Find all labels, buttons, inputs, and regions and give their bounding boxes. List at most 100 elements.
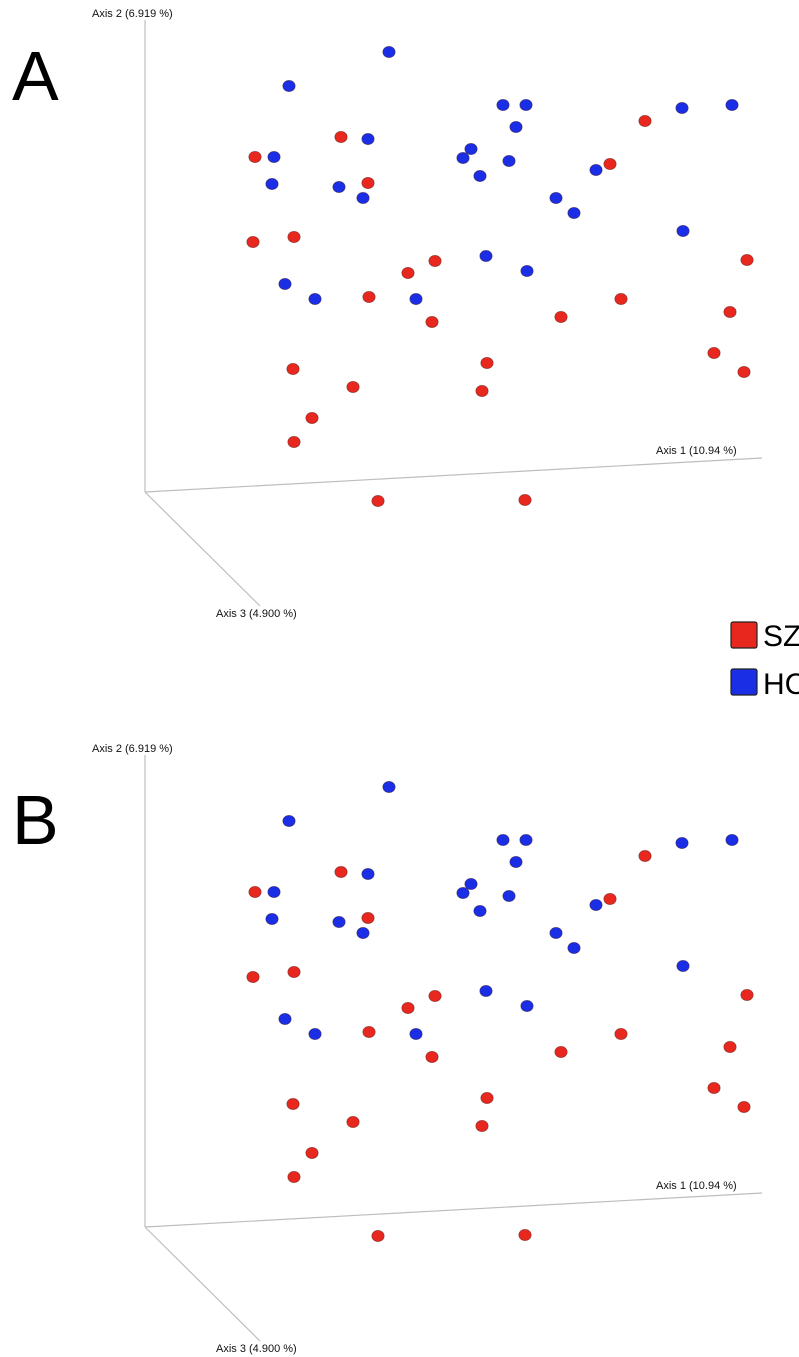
point-hc-18 bbox=[479, 249, 493, 262]
point-sz-23 bbox=[723, 1040, 737, 1053]
point-sz-6 bbox=[401, 266, 415, 279]
point-sz-6 bbox=[401, 1001, 415, 1014]
legend-label-hc: HC bbox=[763, 668, 799, 701]
axis-3-label: Axis 3 (4.900 %) bbox=[216, 608, 297, 620]
point-sz-9 bbox=[425, 315, 439, 328]
point-hc-16 bbox=[502, 154, 516, 167]
point-sz-17 bbox=[518, 1228, 532, 1241]
point-sz-3 bbox=[361, 176, 375, 189]
point-sz-16 bbox=[371, 1229, 385, 1242]
legend-label-sz: SZ bbox=[763, 620, 799, 653]
axis-2-label: Axis 2 (6.919 %) bbox=[92, 743, 173, 755]
point-sz-11 bbox=[346, 380, 360, 393]
point-hc-12 bbox=[464, 877, 478, 890]
point-hc-25 bbox=[676, 959, 690, 972]
point-sz-4 bbox=[246, 235, 260, 248]
point-hc-20 bbox=[549, 926, 563, 939]
axis-1-line bbox=[144, 457, 763, 493]
point-sz-19 bbox=[614, 1027, 628, 1040]
point-sz-10 bbox=[286, 362, 300, 375]
point-hc-3 bbox=[267, 150, 281, 163]
point-hc-17 bbox=[473, 904, 487, 917]
point-sz-20 bbox=[638, 115, 652, 128]
point-hc-18 bbox=[479, 984, 493, 997]
point-hc-21 bbox=[567, 941, 581, 954]
point-sz-9 bbox=[425, 1050, 439, 1063]
panel-b-letter: B bbox=[12, 781, 59, 859]
point-sz-25 bbox=[737, 365, 751, 378]
axis-3-line bbox=[144, 1226, 261, 1342]
point-sz-13 bbox=[287, 435, 301, 448]
point-hc-1 bbox=[382, 46, 396, 59]
point-sz-7 bbox=[428, 254, 442, 267]
legend-swatch-hc bbox=[730, 668, 758, 696]
axis-2-label: Axis 2 (6.919 %) bbox=[92, 8, 173, 20]
point-sz-14 bbox=[480, 356, 494, 369]
axis-3-line bbox=[144, 491, 261, 607]
point-hc-1 bbox=[382, 781, 396, 794]
panel-a-letter: A bbox=[12, 37, 59, 115]
point-hc-15 bbox=[509, 856, 523, 869]
point-hc-23 bbox=[675, 837, 689, 850]
point-hc-17 bbox=[473, 169, 487, 182]
point-sz-24 bbox=[707, 346, 721, 359]
point-sz-3 bbox=[361, 911, 375, 924]
point-sz-8 bbox=[362, 290, 376, 303]
point-sz-19 bbox=[614, 292, 628, 305]
point-sz-22 bbox=[740, 253, 754, 266]
point-sz-1 bbox=[248, 885, 262, 898]
point-sz-25 bbox=[737, 1100, 751, 1113]
point-sz-18 bbox=[554, 310, 568, 323]
point-sz-10 bbox=[286, 1097, 300, 1110]
point-sz-2 bbox=[334, 865, 348, 878]
point-hc-15 bbox=[509, 121, 523, 134]
point-hc-8 bbox=[278, 277, 292, 290]
point-sz-13 bbox=[287, 1170, 301, 1183]
point-sz-15 bbox=[475, 384, 489, 397]
point-hc-10 bbox=[409, 292, 423, 305]
panel-b: B Axis 2 (6.919 %) Axis 1 (10.94 %) Axis… bbox=[12, 743, 763, 1355]
point-hc-2 bbox=[282, 815, 296, 828]
axis-1-label: Axis 1 (10.94 %) bbox=[656, 445, 737, 457]
point-hc-5 bbox=[361, 867, 375, 880]
point-hc-24 bbox=[725, 834, 739, 847]
point-sz-23 bbox=[723, 305, 737, 318]
point-hc-9 bbox=[308, 1027, 322, 1040]
point-hc-19 bbox=[520, 999, 534, 1012]
point-hc-11 bbox=[456, 886, 470, 899]
point-sz-8 bbox=[362, 1025, 376, 1038]
point-hc-24 bbox=[725, 99, 739, 112]
axis-3-label: Axis 3 (4.900 %) bbox=[216, 1343, 297, 1355]
point-hc-12 bbox=[464, 142, 478, 155]
point-hc-2 bbox=[282, 80, 296, 93]
point-hc-7 bbox=[356, 926, 370, 939]
axis-1-line bbox=[144, 1192, 763, 1228]
point-hc-13 bbox=[496, 99, 510, 112]
point-hc-6 bbox=[332, 180, 346, 193]
point-sz-21 bbox=[603, 892, 617, 905]
point-hc-6 bbox=[332, 915, 346, 928]
point-sz-4 bbox=[246, 970, 260, 983]
point-sz-21 bbox=[603, 157, 617, 170]
point-hc-4 bbox=[265, 177, 279, 190]
point-sz-12 bbox=[305, 1146, 319, 1159]
point-hc-20 bbox=[549, 191, 563, 204]
point-hc-23 bbox=[675, 102, 689, 115]
legend: SZ HC bbox=[730, 620, 799, 701]
point-sz-2 bbox=[334, 130, 348, 143]
point-hc-11 bbox=[456, 151, 470, 164]
point-sz-15 bbox=[475, 1119, 489, 1132]
point-sz-20 bbox=[638, 850, 652, 863]
point-hc-5 bbox=[361, 132, 375, 145]
point-sz-18 bbox=[554, 1045, 568, 1058]
axis-1-label: Axis 1 (10.94 %) bbox=[656, 1180, 737, 1192]
point-sz-12 bbox=[305, 411, 319, 424]
point-sz-17 bbox=[518, 493, 532, 506]
points-layer bbox=[246, 46, 754, 507]
point-hc-14 bbox=[519, 99, 533, 112]
point-hc-14 bbox=[519, 834, 533, 847]
point-hc-4 bbox=[265, 912, 279, 925]
point-sz-16 bbox=[371, 494, 385, 507]
point-hc-22 bbox=[589, 163, 603, 176]
